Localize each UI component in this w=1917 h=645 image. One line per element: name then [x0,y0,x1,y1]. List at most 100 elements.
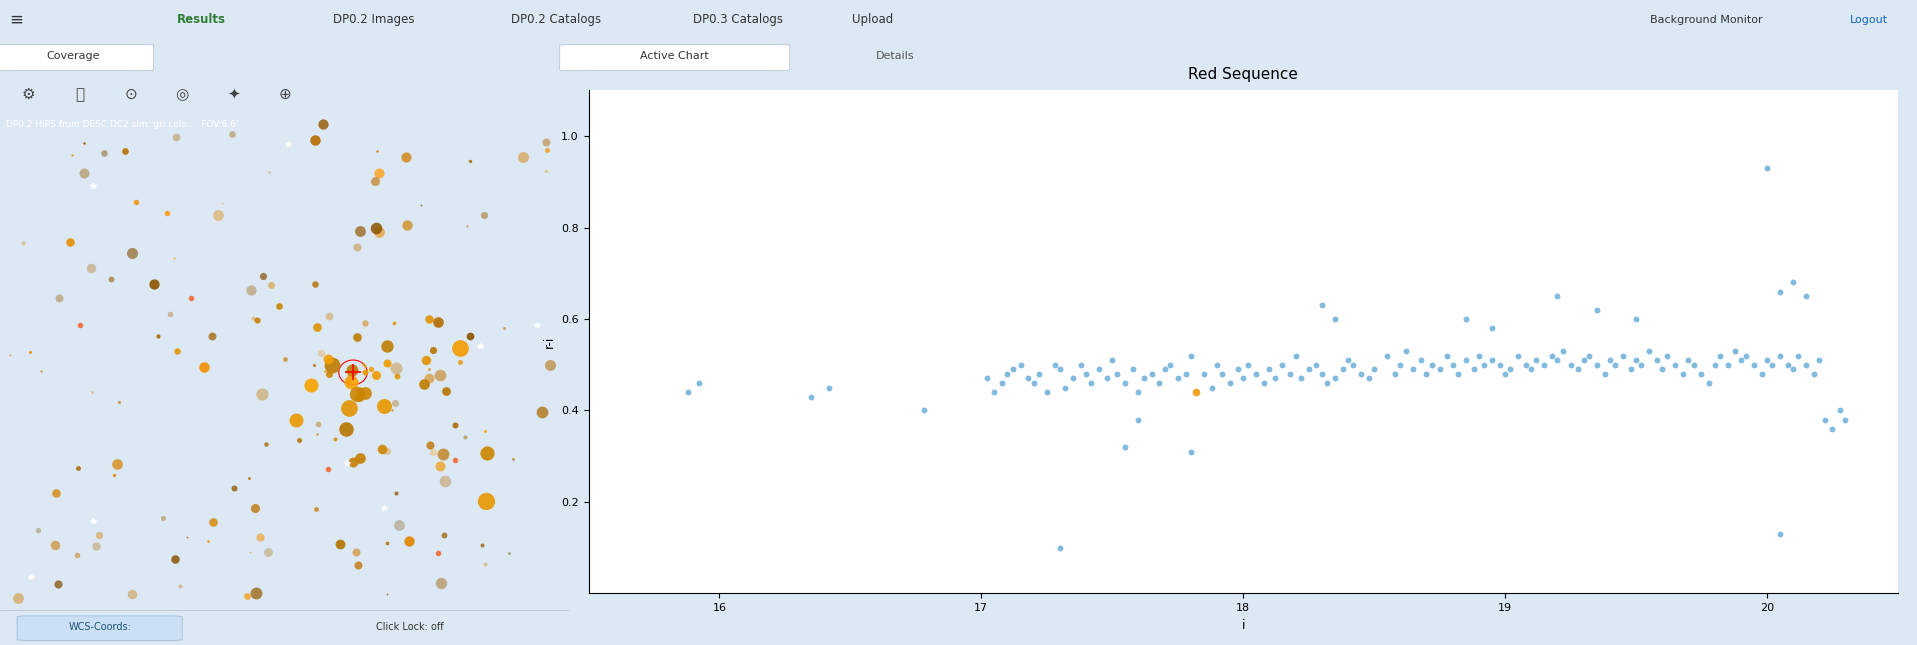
Y-axis label: r-i: r-i [543,335,556,348]
Point [1752,163,1783,174]
Point [1275,369,1305,379]
Point [1129,373,1160,384]
Text: DP0.2 HiPS from DESC DC2 sim: gri colo...  FOV:6.6': DP0.2 HiPS from DESC DC2 sim: gri colo..… [6,121,238,130]
Point [1353,373,1384,384]
Point [1720,346,1750,356]
Text: ⚙: ⚙ [21,87,35,102]
Point [1223,364,1254,375]
Point [1530,359,1560,370]
Point [1327,364,1357,375]
Point [1110,442,1141,452]
Point [1233,359,1263,370]
Point [1311,378,1342,388]
Point [980,387,1010,397]
Point [1215,378,1246,388]
Point [1144,378,1175,388]
FancyBboxPatch shape [560,45,790,70]
Text: Details: Details [876,51,914,61]
Point [1227,373,1258,384]
Point [1766,350,1796,361]
Point [1547,346,1578,356]
Point [1695,378,1725,388]
Text: ≡: ≡ [10,11,23,29]
Point [987,378,1018,388]
Point [1097,355,1127,365]
Text: Active Chart: Active Chart [640,51,709,61]
Point [1123,415,1154,425]
Point [1777,364,1808,375]
Point [1175,350,1206,361]
Point [1537,350,1568,361]
Point [1405,355,1436,365]
Point [1633,346,1664,356]
Point [1777,277,1808,288]
Point [1562,364,1593,375]
Point [1451,314,1482,324]
Point [1373,350,1403,361]
Text: Click Lock: off: Click Lock: off [376,622,443,631]
Point [1739,359,1769,370]
Point [1123,387,1154,397]
Point [1259,373,1290,384]
Point [1652,350,1683,361]
Text: Upload: Upload [851,14,893,26]
Point [1248,378,1279,388]
Point [1568,355,1599,365]
Point [1459,364,1490,375]
Point [1582,359,1612,370]
Point [1012,373,1043,384]
Point [1169,369,1200,379]
Point [682,378,713,388]
Point [1281,350,1311,361]
Point [993,369,1024,379]
Point [1175,446,1206,457]
Point [1411,369,1442,379]
Point [1495,364,1526,375]
Point [1520,355,1551,365]
Point [1118,364,1148,375]
Point [1319,314,1350,324]
Text: Results: Results [176,14,226,26]
Point [1798,369,1829,379]
Point [1267,359,1298,370]
Point [1620,355,1651,365]
Point [1018,378,1049,388]
Point [1039,359,1070,370]
Point [1451,355,1482,365]
Point [1490,369,1520,379]
Point [1438,359,1468,370]
Text: 👁: 👁 [75,87,84,102]
Point [1075,378,1106,388]
Point [1825,405,1856,415]
Point [1305,300,1336,310]
Point [1137,369,1167,379]
Point [1338,359,1369,370]
Point [1831,415,1861,425]
Point [1616,364,1647,375]
Point [1766,286,1796,297]
Point [1484,359,1514,370]
Point [1181,387,1212,397]
Point [1647,364,1677,375]
Point [1790,291,1821,301]
Point [1725,355,1756,365]
Point [1712,359,1743,370]
Point [1319,373,1350,384]
Text: ⊙: ⊙ [125,87,138,102]
Point [1599,359,1629,370]
Point [1574,350,1605,361]
Point [1516,364,1547,375]
Point [1783,350,1813,361]
Text: ◎: ◎ [176,87,188,102]
Point [1731,350,1762,361]
Point [1091,373,1121,384]
Point [1626,359,1656,370]
Point [1773,359,1804,370]
Point [1698,359,1729,370]
Point [972,373,1003,384]
Point [1674,355,1704,365]
Point [1051,382,1081,393]
Point [1302,359,1332,370]
Point [1083,364,1114,375]
Point [1390,346,1420,356]
